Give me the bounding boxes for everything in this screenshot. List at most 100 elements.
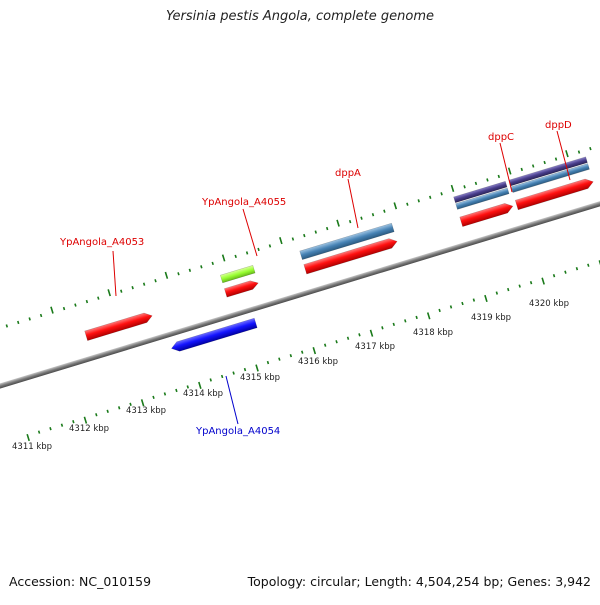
gene-arrow-ypangola-a4053 (84, 312, 153, 341)
minor-tick (131, 286, 134, 290)
minor-tick (177, 272, 180, 276)
minor-tick (520, 167, 523, 172)
minor-tick (383, 209, 386, 213)
label-leader-line (242, 208, 258, 257)
major-tick (50, 306, 54, 314)
minor-tick (381, 326, 384, 330)
major-tick (393, 202, 398, 210)
scale-label: 4318 kbp (413, 328, 453, 338)
scale-label: 4312 kbp (69, 424, 109, 434)
gene-label-dppa[interactable]: dppA (335, 168, 361, 179)
major-tick (255, 364, 259, 372)
minor-tick (463, 185, 466, 189)
protein-block-dppd (510, 163, 590, 193)
minor-tick (62, 306, 66, 311)
minor-tick (60, 423, 64, 427)
minor-tick (417, 199, 420, 203)
minor-tick (188, 268, 192, 272)
minor-tick (95, 413, 98, 417)
minor-tick (543, 160, 546, 165)
gene-labels: YpAngola_A4053 YpAngola_A4055 dppA dppC … (59, 120, 572, 437)
minor-tick (575, 267, 579, 271)
minor-tick (472, 298, 476, 302)
minor-tick (587, 263, 590, 267)
protein-block-dppc (455, 187, 510, 210)
minor-tick (129, 402, 132, 407)
gene-arrow-ypangola-a4055 (224, 280, 259, 298)
scale-label: 4315 kbp (240, 373, 280, 383)
label-leader-line (556, 130, 571, 181)
gene-arrow-ypangola-a4054 (171, 317, 258, 352)
major-tick (565, 150, 569, 158)
minor-tick (554, 157, 558, 161)
gene-label-ypangola-a4053[interactable]: YpAngola_A4053 (59, 237, 144, 248)
minor-tick (461, 301, 464, 306)
minor-tick (142, 282, 146, 286)
minor-tick (220, 374, 224, 379)
minor-tick (440, 192, 443, 196)
minor-tick (234, 254, 237, 259)
minor-tick (495, 291, 499, 295)
major-tick (198, 381, 202, 389)
minor-tick (303, 233, 306, 238)
minor-tick (429, 195, 432, 199)
minor-tick (72, 420, 75, 424)
scale-label: 4314 kbp (183, 389, 223, 399)
minor-tick (245, 251, 249, 255)
minor-tick (301, 350, 304, 354)
minor-tick (323, 343, 327, 347)
minor-tick (415, 315, 418, 320)
minor-tick (152, 395, 155, 400)
minor-tick (314, 230, 317, 234)
minor-tick (17, 320, 20, 325)
major-tick (426, 312, 431, 320)
minor-tick (346, 336, 350, 340)
gene-label-ypangola-a4055[interactable]: YpAngola_A4055 (201, 197, 286, 208)
minor-tick (163, 392, 167, 396)
genome-backbone (0, 191, 600, 395)
minor-tick (232, 371, 235, 375)
inner-tick-ring (26, 260, 600, 442)
minor-tick (507, 287, 510, 292)
minor-tick (325, 226, 329, 231)
major-tick (26, 433, 30, 442)
major-tick (221, 254, 226, 262)
scale-labels: 4311 kbp 4312 kbp 4313 kbp 4314 kbp 4315… (12, 299, 569, 452)
minor-tick (335, 340, 338, 344)
major-tick (507, 167, 512, 175)
minor-tick (186, 385, 189, 389)
minor-tick (406, 202, 409, 206)
major-tick (336, 219, 340, 227)
minor-tick (200, 265, 203, 269)
gene-label-ypangola-a4054[interactable]: YpAngola_A4054 (195, 426, 280, 437)
minor-tick (37, 430, 41, 434)
minor-tick (358, 333, 361, 337)
scale-label: 4313 kbp (126, 406, 166, 416)
gene-label-dppd[interactable]: dppD (545, 120, 572, 131)
major-tick (279, 236, 283, 245)
label-leader-line (225, 375, 239, 425)
minor-tick (49, 426, 52, 431)
minor-tick (5, 324, 9, 328)
protein-block-dppc-2 (453, 180, 508, 204)
minor-tick (438, 308, 441, 313)
gene-arrow-dppc (459, 203, 514, 227)
rotated-track-group (0, 146, 600, 442)
minor-tick (360, 216, 363, 220)
major-tick (107, 289, 111, 297)
minor-tick (266, 360, 270, 365)
minor-tick (589, 146, 592, 151)
minor-tick (211, 261, 214, 266)
minor-tick (257, 247, 260, 252)
major-tick (450, 184, 455, 193)
minor-tick (348, 219, 352, 224)
minor-tick (552, 274, 556, 278)
minor-tick (243, 367, 247, 372)
minor-tick (529, 280, 533, 285)
gene-label-dppc[interactable]: dppC (488, 132, 514, 143)
protein-block-ypangola-a4055 (219, 264, 256, 284)
gene-arrow-dppd (514, 178, 594, 211)
minor-tick (175, 388, 178, 393)
gene-features (84, 156, 594, 352)
